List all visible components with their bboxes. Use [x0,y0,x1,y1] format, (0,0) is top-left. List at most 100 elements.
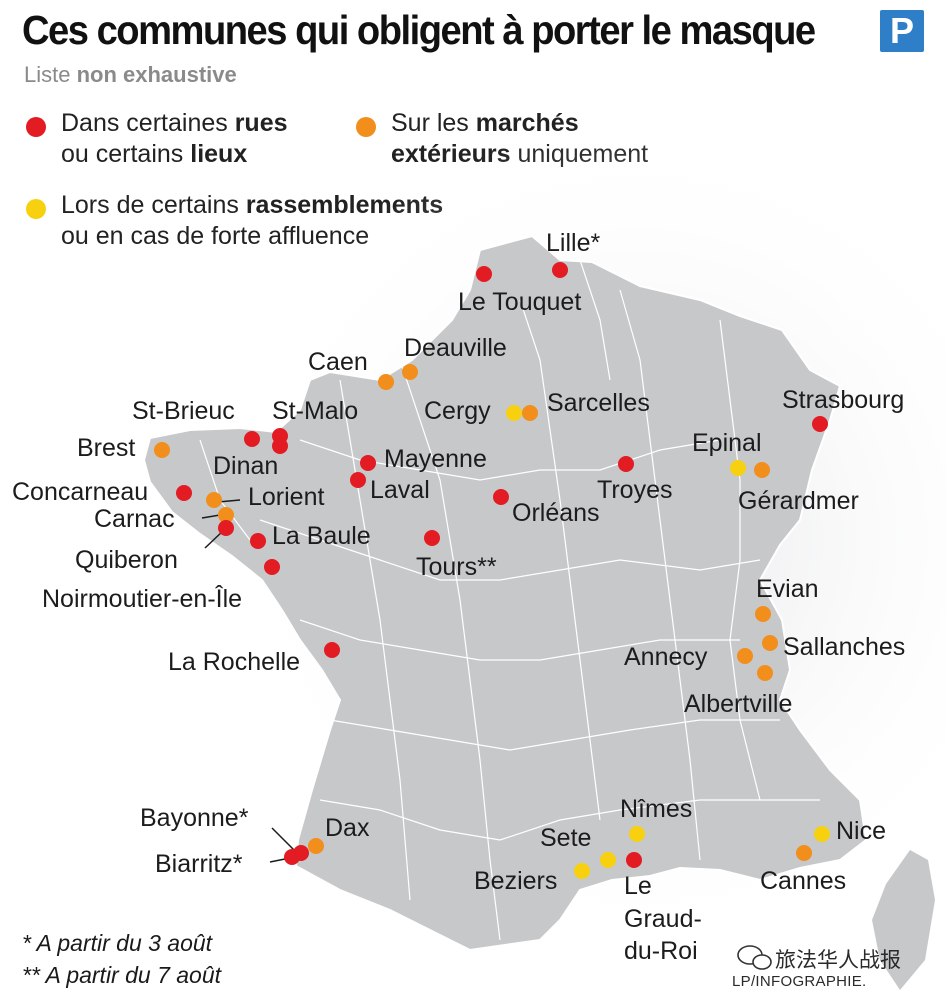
france-mainland-shape [142,234,868,952]
marker-brest [154,442,170,458]
marker-noirmoutier [264,559,280,575]
marker-le-graud-du-roi [626,852,642,868]
marker-la-rochelle [324,642,340,658]
legend-red-label: Dans certaines rues ou certains lieux [61,108,288,170]
label-evian: Evian [756,575,819,603]
label-albertville: Albertville [684,690,792,718]
marker-st-brieuc [244,431,260,447]
label-sarcelles: Sarcelles [547,389,650,417]
label-lorient: Lorient [248,483,324,511]
label-le-graud-du-roi-line3: du-Roi [624,937,698,965]
markers [154,262,830,879]
label-bayonne: Bayonne* [140,804,249,832]
subtitle-bold: non exhaustive [76,62,237,87]
marker-laval [350,472,366,488]
label-nice: Nice [836,817,886,845]
marker-nimes [629,826,645,842]
marker-tours [424,530,440,546]
marker-carnac [218,507,234,523]
marker-mayenne [360,455,376,471]
marker-beziers [574,863,590,879]
subtitle-plain: Liste [24,62,77,87]
label-carnac: Carnac [94,505,175,533]
logo-letter: P [889,10,914,51]
marker-cannes [796,845,812,861]
legend-red-bold-2: lieux [190,140,248,168]
corsica-shape [872,850,935,990]
label-epinal: Epinal [692,429,762,457]
label-caen: Caen [308,348,368,376]
label-noirmoutier: Noirmoutier-en-Île [42,584,242,613]
label-tours: Tours** [416,553,497,581]
legend-red-bold-1: rues [234,109,288,137]
label-le-graud-du-roi-line2: Graud- [624,905,702,933]
label-sallanches: Sallanches [783,633,905,661]
marker-strasbourg [812,416,828,432]
marker-la-baule [250,533,266,549]
label-quiberon: Quiberon [75,546,178,574]
legend-yellow-text-2: ou en cas de forte affluence [61,222,370,250]
marker-lorient [206,492,222,508]
marker-cergy [506,405,522,421]
legend-orange-text-1: Sur les [391,109,476,137]
legend-yellow-dot [26,199,46,219]
footnote-august-7: ** A partir du 7 août [22,962,222,988]
legend-yellow-text-1: Lors de certains [61,191,246,219]
label-biarritz: Biarritz* [155,850,243,878]
label-annecy: Annecy [624,643,708,671]
label-la-baule: La Baule [272,522,371,550]
marker-biarritz [284,849,300,865]
marker-quiberon [218,520,234,536]
department-borders [199,259,820,941]
marker-dax [308,838,324,854]
watermark-text: 旅法华人战报 [775,949,901,972]
legend-red-text-2: ou certains [61,140,191,168]
marker-troyes [618,456,634,472]
label-lille: Lille* [546,229,600,257]
marker-epinal [730,460,746,476]
marker-deauville [402,364,418,380]
label-laval: Laval [370,476,430,504]
label-nimes: Nîmes [620,795,692,823]
marker-sarcelles [522,405,538,421]
label-le-touquet: Le Touquet [458,288,581,316]
marker-sallanches [762,635,778,651]
marker-gerardmer [754,462,770,478]
city-labels: Lille* Le Touquet Deauville Caen St-Brie… [12,229,905,965]
marker-nice [814,826,830,842]
marker-dinan [272,438,288,454]
label-beziers: Beziers [474,867,557,895]
marker-albertville [757,665,773,681]
page-title: Ces communes qui obligent à porter le ma… [22,7,816,53]
legend-red-text-1: Dans certaines [61,109,235,137]
marker-caen [378,374,394,390]
label-dinan: Dinan [213,452,278,480]
legend-orange-dot [356,117,376,137]
label-st-brieuc: St-Brieuc [132,397,235,425]
marker-lille [552,262,568,278]
marker-concarneau [176,485,192,501]
marker-orleans [493,489,509,505]
marker-annecy [737,648,753,664]
label-cergy: Cergy [424,397,491,425]
label-st-malo: St-Malo [272,397,358,425]
subtitle: Liste non exhaustive [24,62,237,88]
label-deauville: Deauville [404,334,507,362]
legend-red-dot [26,117,46,137]
label-troyes: Troyes [597,476,672,504]
marker-le-touquet [476,266,492,282]
marker-sete [600,852,616,868]
label-sete: Sete [540,824,591,852]
label-strasbourg: Strasbourg [782,386,904,414]
wechat-icon [737,945,772,970]
footnote-august-3: * A partir du 3 août [22,930,213,956]
label-cannes: Cannes [760,867,846,895]
label-orleans: Orléans [512,499,600,527]
source-credit: LP/INFOGRAPHIE. [732,973,867,990]
label-concarneau: Concarneau [12,478,148,506]
label-brest: Brest [77,434,135,462]
le-parisien-logo: P [880,10,924,52]
label-dax: Dax [325,814,370,842]
marker-evian [755,606,771,622]
